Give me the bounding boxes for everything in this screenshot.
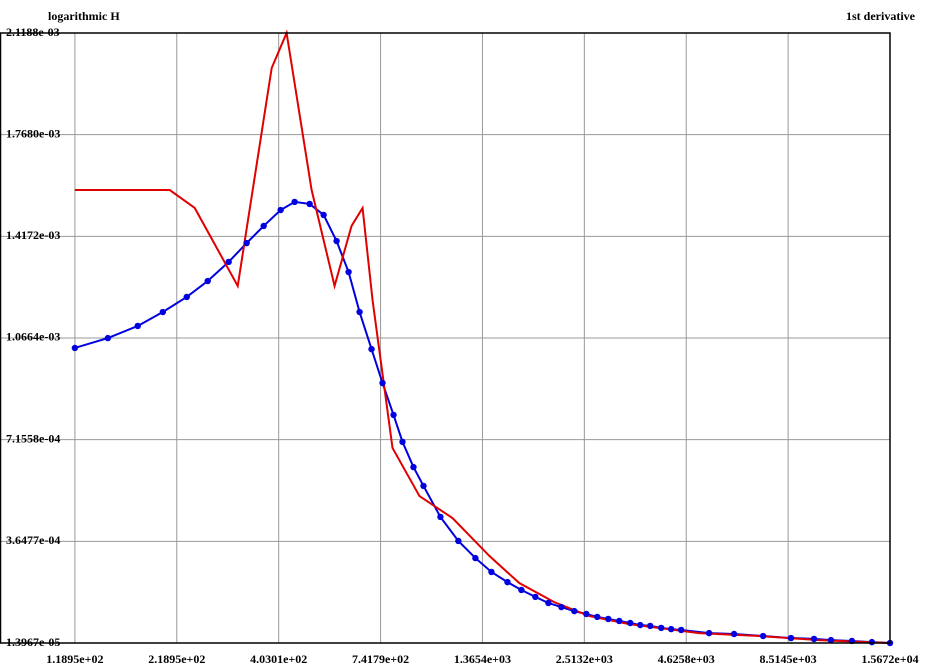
x-tick-label: 4.6258e+03 [658, 652, 715, 666]
y-tick-label: 1.0664e-03 [6, 330, 60, 344]
y-tick-label: 7.1558e-04 [6, 431, 60, 445]
data-point [532, 593, 539, 601]
data-point [667, 625, 675, 633]
data-point [291, 198, 298, 206]
data-point [810, 635, 818, 643]
x-tick-label: 8.5145e+03 [760, 652, 817, 666]
plot [71, 29, 894, 647]
data-point [677, 626, 685, 634]
x-tick-label: 1.5672e+04 [861, 652, 918, 666]
data-point [787, 634, 795, 642]
data-point [730, 630, 738, 638]
data-point [646, 622, 654, 630]
data-point [183, 293, 190, 301]
data-point [104, 334, 112, 342]
x-tick-label: 2.5132e+03 [556, 652, 613, 666]
y-axis-label: logarithmic H [48, 9, 120, 23]
data-point [420, 482, 427, 490]
y-tick-label: 1.7680e-03 [6, 126, 60, 140]
data-point [204, 277, 211, 285]
labels: 1.3967e-05 3.6477e-04 7.1558e-04 1.0664e-03… [6, 25, 919, 666]
data-point [390, 411, 397, 419]
data-point [627, 619, 634, 627]
data-point [368, 345, 375, 353]
data-point [379, 379, 386, 387]
y-tick-label: 3.6477e-04 [6, 533, 60, 547]
grid [0, 32, 891, 644]
x-tick-label: 1.3654e+03 [454, 652, 511, 666]
data-point [345, 268, 352, 276]
data-point [306, 200, 313, 208]
data-point [71, 344, 79, 352]
data-point [277, 206, 284, 214]
data-point [455, 537, 462, 545]
data-point [504, 578, 511, 586]
data-point [583, 610, 590, 618]
data-point [868, 638, 876, 646]
data-point [437, 513, 444, 521]
data-point [571, 607, 578, 615]
data-point [243, 239, 250, 247]
data-point [260, 222, 267, 230]
data-point [705, 629, 713, 637]
data-point [594, 613, 601, 621]
data-point [759, 632, 767, 640]
data-point [558, 603, 565, 611]
data-point [657, 624, 665, 632]
data-point [616, 617, 623, 625]
data-point [159, 308, 167, 316]
y-tick-label: 2.1188e-03 [6, 25, 60, 39]
data-point [356, 308, 363, 316]
y-tick-label: 1.3967e-05 [6, 635, 60, 649]
data-point [225, 258, 232, 266]
x-tick-label: 4.0301e+02 [250, 652, 307, 666]
data-point [320, 211, 327, 219]
y-tick-label: 1.4172e-03 [6, 228, 60, 242]
data-point [488, 568, 495, 576]
data-point [333, 237, 340, 245]
x-tick-label: 1.1895e+02 [46, 652, 103, 666]
data-point [472, 554, 479, 562]
data-point [518, 586, 525, 594]
y2-axis-label: 1st derivative [846, 9, 916, 23]
data-point [545, 599, 552, 607]
data-point [399, 438, 406, 446]
plot-frame [0, 32, 891, 644]
x-tick-label: 7.4179e+02 [352, 652, 409, 666]
x-tick-label: 2.1895e+02 [148, 652, 205, 666]
data-point [134, 322, 141, 330]
data-point [605, 615, 612, 623]
data-point [410, 463, 417, 471]
data-point [637, 621, 644, 629]
data-point [827, 636, 835, 644]
